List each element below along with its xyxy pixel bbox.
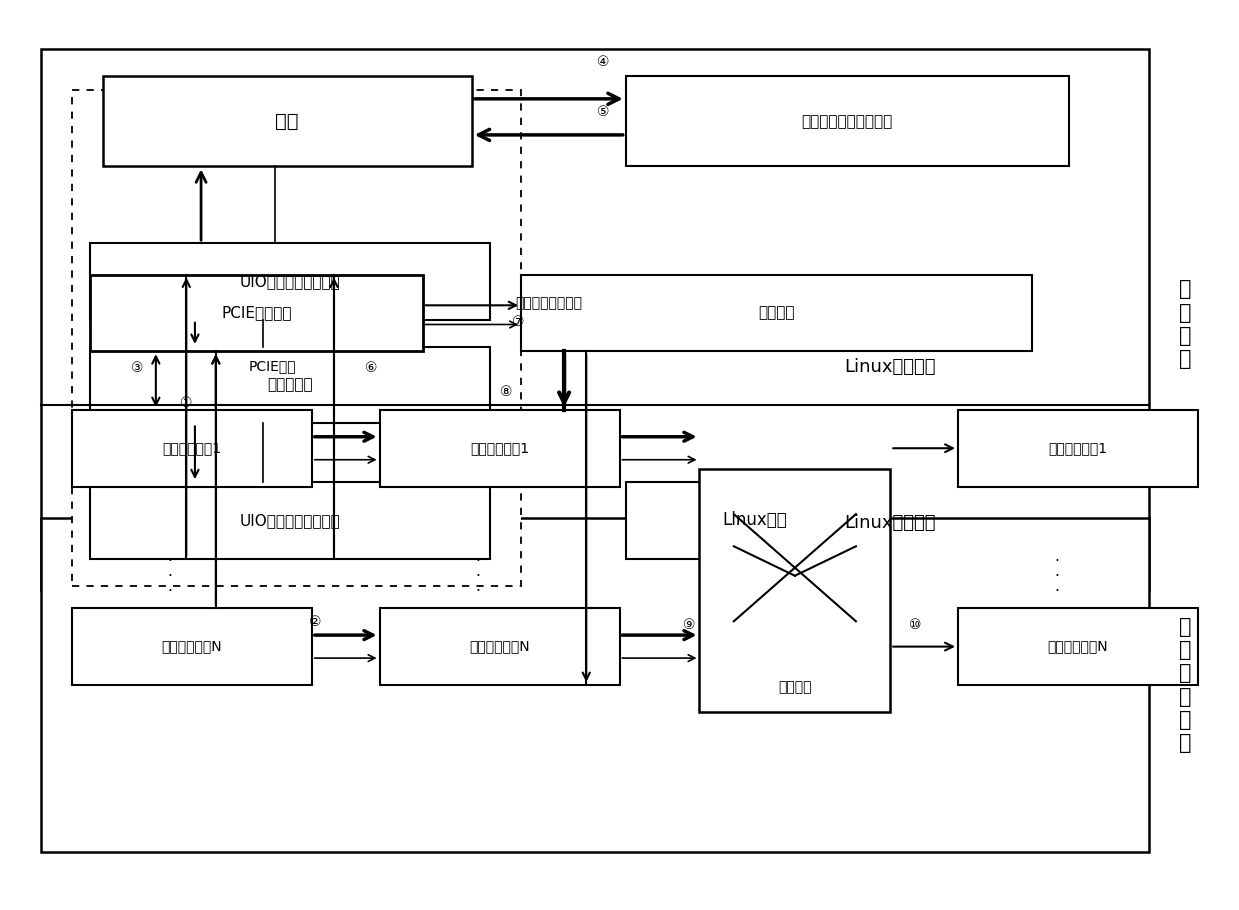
Text: ③: ③ [131,361,144,376]
Text: ⑤: ⑤ [597,106,610,119]
Text: 硬
件
组
包
模
块: 硬 件 组 包 模 块 [1180,617,1192,753]
Text: 调度模块: 调度模块 [758,306,794,320]
Bar [72,608,312,685]
Text: 软
件
模
块: 软 件 模 块 [1180,279,1192,369]
Text: ·
·
·: · · · [1054,554,1059,599]
Text: 内存: 内存 [275,112,299,131]
Text: 数据快速传递软件: 数据快速传递软件 [515,297,582,310]
Text: ⑧: ⑧ [501,385,513,399]
Bar [379,608,620,685]
Bar [379,410,620,487]
Bar [522,275,1032,351]
Text: ·
·
·: · · · [476,554,481,599]
Bar [90,275,422,351]
Text: 环境抽象层: 环境抽象层 [268,378,313,392]
Bar [72,410,312,487]
Text: 输入缓存模块1: 输入缓存模块1 [470,441,529,455]
Bar [958,410,1198,487]
Bar [41,518,1149,852]
Bar [958,608,1198,685]
Text: UIO驱动用户空间模型: UIO驱动用户空间模型 [240,274,341,289]
Text: ⑩: ⑩ [908,618,921,632]
Bar [90,243,491,319]
Bar [700,469,891,712]
Text: ⑨: ⑨ [684,618,696,632]
Text: ⑥: ⑥ [364,361,377,376]
Text: ①: ① [180,396,192,410]
Text: 输入接口模块N: 输入接口模块N [161,640,222,653]
Text: PCIE接口模块: PCIE接口模块 [222,306,291,320]
Text: 输出接口模块1: 输出接口模块1 [1048,441,1108,455]
Text: 数据包描述符查表软件: 数据包描述符查表软件 [802,114,893,129]
Text: 输入缓存模块N: 输入缓存模块N [470,640,530,653]
Text: ⑦: ⑦ [513,315,525,329]
Text: 输出接口模块N: 输出接口模块N [1048,640,1108,653]
Text: Linux内核: Linux内核 [722,511,787,530]
Bar [41,49,1149,591]
Text: ④: ④ [597,55,610,69]
Text: UIO驱动内核空间模块: UIO驱动内核空间模块 [240,513,341,528]
Bar [72,90,522,586]
Text: 输入接口模块1: 输入接口模块1 [162,441,222,455]
Text: Linux用户空间: Linux用户空间 [845,358,935,376]
Text: PCIE总线: PCIE总线 [249,359,296,374]
Bar [626,482,885,559]
Bar [626,76,1069,167]
Text: ②: ② [310,615,322,629]
Text: Linux内核空间: Linux内核空间 [845,513,935,531]
Text: ·
·
·: · · · [167,554,172,599]
Text: 交换矩阵: 交换矩阵 [778,680,812,693]
Bar [90,482,491,559]
Bar [103,76,472,167]
Bar [90,347,491,423]
